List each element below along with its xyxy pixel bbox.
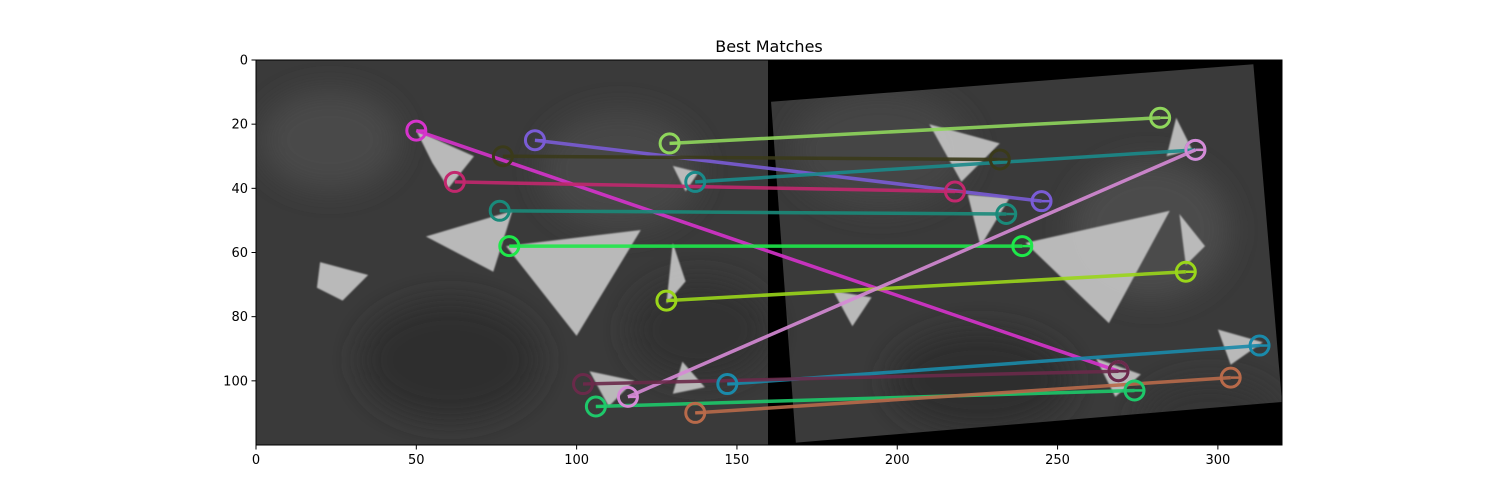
y-tick-label-0: 0 [240, 54, 248, 69]
y-tick-label-1: 20 [231, 118, 248, 133]
x-tick-label-2: 100 [564, 453, 589, 468]
match-line-0 [415, 128, 1120, 373]
y-tick-label-3: 60 [231, 246, 248, 261]
rotated-border-bottom [768, 402, 1282, 445]
texture-blobs [260, 90, 1280, 445]
chart-title: Best Matches [715, 37, 823, 56]
x-tick-label-4: 200 [885, 453, 910, 468]
x-tick-label-5: 250 [1045, 453, 1070, 468]
y-tick-label-4: 80 [231, 310, 248, 325]
x-tick-label-3: 150 [725, 453, 750, 468]
plot-area [256, 60, 1282, 445]
x-axis: 0 50 100 150 200 250 300 [252, 445, 1230, 468]
rotated-border-left [768, 60, 796, 445]
y-axis: 0 20 40 60 80 100 [223, 54, 256, 389]
x-tick-label-0: 0 [252, 453, 260, 468]
image-shape-10 [1025, 210, 1170, 324]
match-line-2 [669, 116, 1161, 146]
image-shape-7 [672, 361, 705, 394]
match-line-9 [627, 148, 1197, 399]
image-shape-4 [666, 242, 686, 304]
image-shape-12 [833, 291, 872, 327]
match-line-3 [502, 154, 1000, 162]
y-tick-label-5: 100 [223, 374, 248, 389]
match-lines [405, 106, 1271, 424]
match-line-6 [499, 209, 1007, 216]
x-tick-label-6: 300 [1205, 453, 1230, 468]
rotated-border-top [768, 60, 1282, 102]
image-shape-1 [425, 210, 513, 272]
x-tick-label-1: 50 [408, 453, 425, 468]
image-shape-3 [316, 262, 369, 301]
y-tick-label-2: 40 [231, 182, 248, 197]
image-shape-8 [929, 124, 1000, 182]
image-shape-11 [1179, 214, 1205, 266]
match-line-11 [582, 369, 1119, 386]
rotated-border-right [1253, 60, 1282, 402]
image-shape-2 [506, 230, 641, 336]
match-line-5 [695, 148, 1196, 184]
image-shapes [316, 117, 1263, 407]
match-line-12 [595, 388, 1135, 409]
match-line-8 [666, 270, 1186, 303]
image-shape-6 [589, 371, 635, 407]
